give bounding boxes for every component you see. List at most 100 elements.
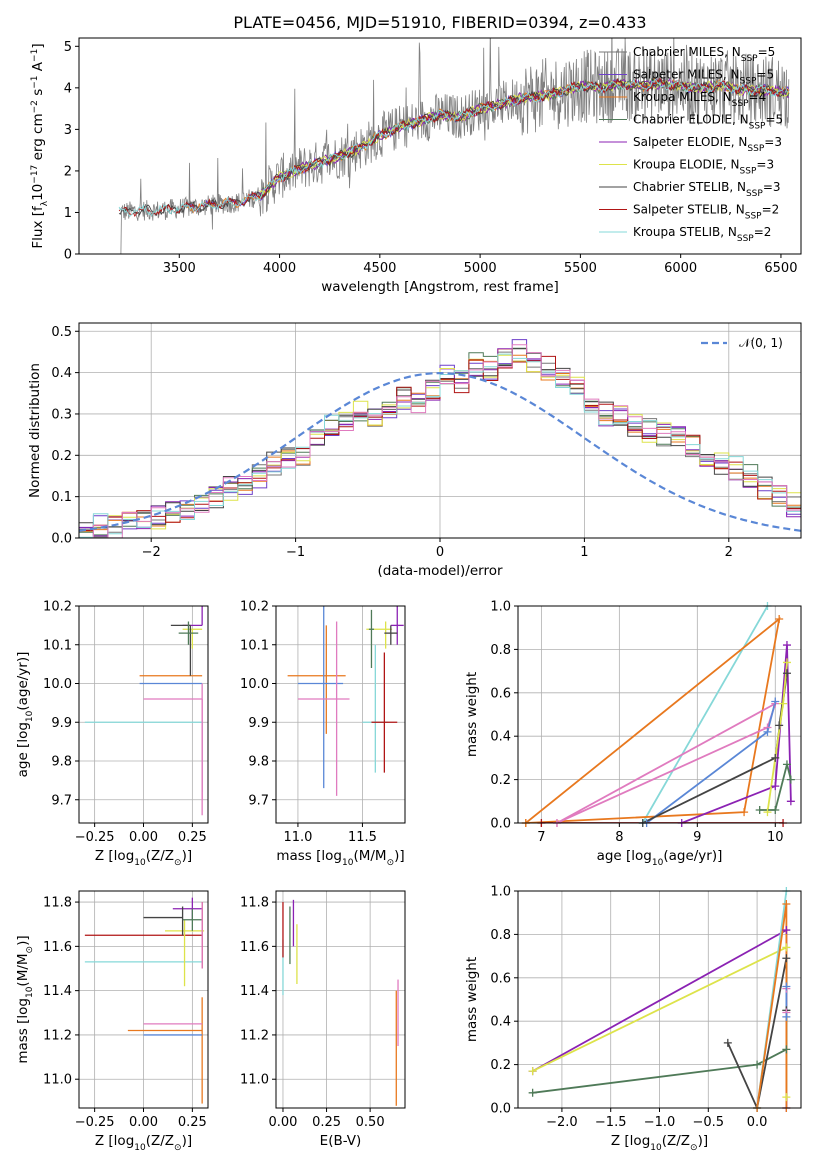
y-tick-label: 0.0 — [490, 1102, 511, 1117]
y-tick-label: 3 — [64, 123, 72, 138]
plot-area — [287, 606, 404, 796]
label-part: 10 — [134, 1143, 146, 1153]
y-tick-label: 1.0 — [490, 885, 511, 900]
y-tick-label: 11.0 — [43, 1073, 72, 1088]
label-part: ] — [30, 43, 46, 48]
label-part: ⊙ — [174, 1143, 182, 1153]
label-part: E(B-V) — [320, 1133, 362, 1149]
legend-entry: Kroupa MILES, NSSP=4 — [633, 90, 766, 109]
label-part: −1 — [30, 49, 40, 62]
weight-marker — [782, 1012, 791, 1021]
axes-frame — [78, 322, 802, 539]
panel-age_vs_mass: 11.0 11.5 9.7 9.8 9.9 10.0 10.1 10.2 mass [log10… — [240, 600, 406, 868]
x-axis-label: E(B-V) — [320, 1133, 362, 1149]
x-tick-label: −1.5 — [595, 1115, 627, 1130]
weight-line-extra_blue — [646, 701, 777, 823]
label-part: age [log — [15, 722, 31, 777]
y-tick-label: 11.6 — [43, 940, 72, 955]
x-tick-label: 10 — [767, 830, 784, 845]
x-tick-label: 11.5 — [348, 830, 377, 845]
weight-marker — [528, 1067, 537, 1076]
label-part: 10 — [134, 858, 146, 868]
plot-area — [84, 606, 203, 816]
y-axis-label: mass weight — [464, 957, 480, 1042]
weight-marker — [782, 954, 791, 963]
model-spectrum-kroupa_stelib — [118, 78, 789, 217]
y-tick-label: 0.0 — [51, 532, 72, 547]
weight-marker — [771, 782, 780, 791]
axes-frame — [517, 890, 802, 1109]
label-part: Z [log — [95, 1133, 134, 1149]
weight-marker — [782, 1045, 791, 1054]
y-tick-label: 0.6 — [490, 686, 511, 701]
axes-frame — [78, 890, 209, 1109]
label-part: A — [30, 61, 46, 75]
label-part: (Z/Z — [146, 1133, 174, 1149]
x-axis-label: wavelength [Angstrom, rest frame] — [321, 279, 559, 295]
label-part: Chabrier ELODIE, N — [633, 113, 749, 127]
label-part: )] — [15, 935, 31, 946]
weight-line-kroupa_miles — [525, 616, 781, 823]
plot-area — [118, 38, 790, 254]
legend-entry: Chabrier MILES, NSSP=5 — [633, 45, 775, 64]
axes-frame — [275, 890, 406, 1109]
y-axis-label: age [log10(age/yr)] — [15, 652, 35, 778]
x-tick-label: −2.0 — [546, 1115, 578, 1130]
panel-weight_vs_Z: −2.0 −1.5 −1.0 −0.5 0.0 0.0 0.2 0.4 0.6 0.8 1.0 Z [… — [464, 885, 802, 1153]
legend-entry: Chabrier ELODIE, NSSP=5 — [633, 113, 783, 132]
label-part: SSP — [746, 189, 763, 199]
y-tick-label: 11.2 — [240, 1028, 269, 1043]
y-tick-label: 10.0 — [43, 677, 72, 692]
legend-entry: Salpeter STELIB, NSSP=2 — [633, 203, 779, 222]
y-tick-label: 9.8 — [248, 755, 269, 770]
legend-entry: Salpeter MILES, NSSP=5 — [633, 68, 774, 87]
label-part: )] — [698, 1133, 709, 1149]
label-part: =5 — [756, 68, 774, 82]
axes-frame — [517, 605, 802, 824]
label-part: wavelength [Angstrom, rest frame] — [321, 279, 559, 295]
weight-line-extra_pink — [556, 701, 777, 823]
label-part: mass weight — [464, 672, 480, 757]
y-tick-label: 11.2 — [43, 1028, 72, 1043]
weight-marker — [782, 982, 791, 991]
y-tick-label: 10.2 — [240, 600, 269, 615]
panel-mass_vs_ebv: 0.00 0.25 0.50 11.0 11.2 11.4 11.6 11.8 E(B-V) — [240, 890, 406, 1149]
x-tick-label: 3500 — [163, 261, 196, 276]
weight-marker — [771, 805, 780, 814]
x-tick-label: 7 — [537, 830, 545, 845]
y-tick-label: 0.2 — [490, 1058, 511, 1073]
label-part: 10 — [25, 710, 35, 722]
observed-spectrum — [119, 38, 790, 254]
label-part: ⊙ — [174, 858, 182, 868]
y-tick-label: 11.0 — [240, 1073, 269, 1088]
label-part: mass weight — [464, 957, 480, 1042]
weight-marker — [786, 775, 795, 784]
label-part: −2 — [30, 100, 40, 113]
label-part: Z [log — [611, 1133, 650, 1149]
y-tick-label: 4 — [64, 81, 72, 96]
legend-entry: Kroupa ELODIE, NSSP=3 — [633, 158, 774, 177]
x-tick-label: −0.25 — [75, 830, 115, 845]
x-axis-label: mass [log10(M/M⊙)] — [276, 848, 404, 868]
x-axis-label: Z [log10(Z/Z⊙)] — [611, 1133, 708, 1153]
label-part: 10 — [342, 858, 354, 868]
weight-marker — [775, 721, 784, 730]
y-tick-label: 10.2 — [43, 600, 72, 615]
label-part: Z [log — [95, 848, 134, 864]
x-tick-label: 0.25 — [178, 830, 207, 845]
weight-marker — [782, 760, 791, 769]
x-tick-label: 5500 — [564, 261, 597, 276]
y-tick-label: 0 — [64, 248, 72, 263]
y-tick-label: 0.4 — [490, 1015, 511, 1030]
label-part: ⊙ — [690, 1143, 698, 1153]
y-tick-label: 0.8 — [490, 928, 511, 943]
label-part: −1 — [30, 75, 40, 88]
y-tick-label: 10.1 — [43, 638, 72, 653]
label-part: =5 — [765, 113, 783, 127]
legend-entry: Kroupa STELIB, NSSP=2 — [633, 225, 771, 244]
label-part: Kroupa ELODIE, N — [633, 158, 740, 172]
weight-marker — [740, 808, 749, 817]
x-axis-label: Z [log10(Z/Z⊙)] — [95, 1133, 192, 1153]
weight-marker — [528, 1088, 537, 1097]
